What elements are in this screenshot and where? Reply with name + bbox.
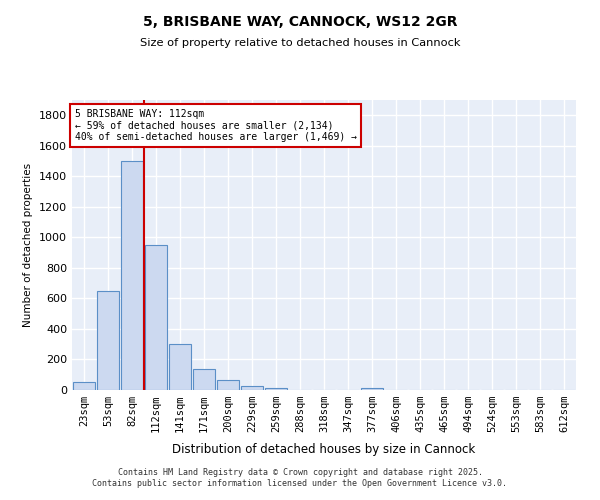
Bar <box>361 388 383 390</box>
Text: 5, BRISBANE WAY, CANNOCK, WS12 2GR: 5, BRISBANE WAY, CANNOCK, WS12 2GR <box>143 15 457 29</box>
Text: Contains HM Land Registry data © Crown copyright and database right 2025.
Contai: Contains HM Land Registry data © Crown c… <box>92 468 508 487</box>
Bar <box>121 161 143 390</box>
Bar <box>217 380 239 390</box>
X-axis label: Distribution of detached houses by size in Cannock: Distribution of detached houses by size … <box>172 444 476 456</box>
Bar <box>145 245 167 390</box>
Text: 5 BRISBANE WAY: 112sqm
← 59% of detached houses are smaller (2,134)
40% of semi-: 5 BRISBANE WAY: 112sqm ← 59% of detached… <box>74 108 356 142</box>
Bar <box>97 291 119 390</box>
Bar <box>241 386 263 390</box>
Y-axis label: Number of detached properties: Number of detached properties <box>23 163 34 327</box>
Bar <box>265 388 287 390</box>
Bar <box>169 344 191 390</box>
Text: Size of property relative to detached houses in Cannock: Size of property relative to detached ho… <box>140 38 460 48</box>
Bar <box>73 382 95 390</box>
Bar <box>193 368 215 390</box>
